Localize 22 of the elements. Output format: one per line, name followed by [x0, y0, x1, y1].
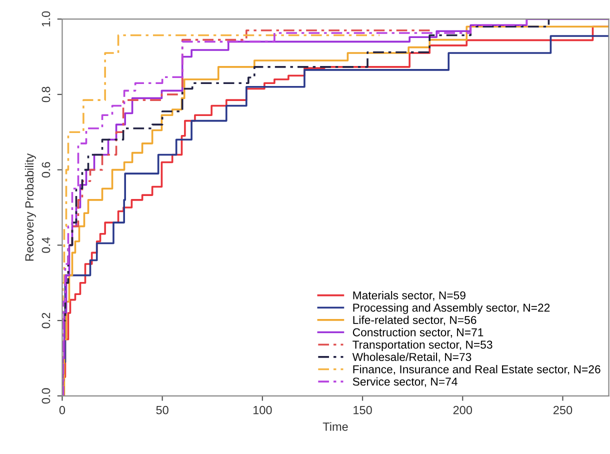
x-tick-label: 100 [253, 406, 272, 414]
legend-label: Construction sector, N=71 [352, 328, 484, 338]
y-tick-label: 0.4 [42, 237, 50, 253]
y-tick-label: 0.6 [42, 162, 50, 178]
x-tick-label: 250 [553, 406, 572, 414]
y-axis-title: Recovery Probability [24, 153, 36, 261]
y-tick-label: 0.2 [42, 312, 50, 328]
legend-label: Materials sector, N=59 [353, 291, 466, 301]
x-tick-label: 0 [59, 406, 66, 414]
legend-label: Transportation sector, N=53 [352, 340, 492, 351]
legend-label: Processing and Assembly sector, N=22 [353, 303, 550, 314]
x-tick-label: 50 [156, 406, 168, 414]
legend-label: Finance, Insurance and Real Estate sector, N=26 [353, 364, 600, 375]
x-tick-label: 150 [354, 406, 372, 414]
legend-label: Wholesale/Retail, N=73 [352, 352, 472, 362]
y-tick-label: 0.8 [42, 86, 50, 102]
y-tick-label: 1.0 [42, 11, 50, 26]
legend-label: Service sector, N=74 [352, 377, 458, 388]
x-tick-label: 200 [453, 406, 472, 414]
legend-label: Life-related sector, N=56 [353, 316, 476, 326]
y-tick-label: 0.0 [42, 388, 50, 404]
x-axis-title: Time [322, 422, 348, 431]
